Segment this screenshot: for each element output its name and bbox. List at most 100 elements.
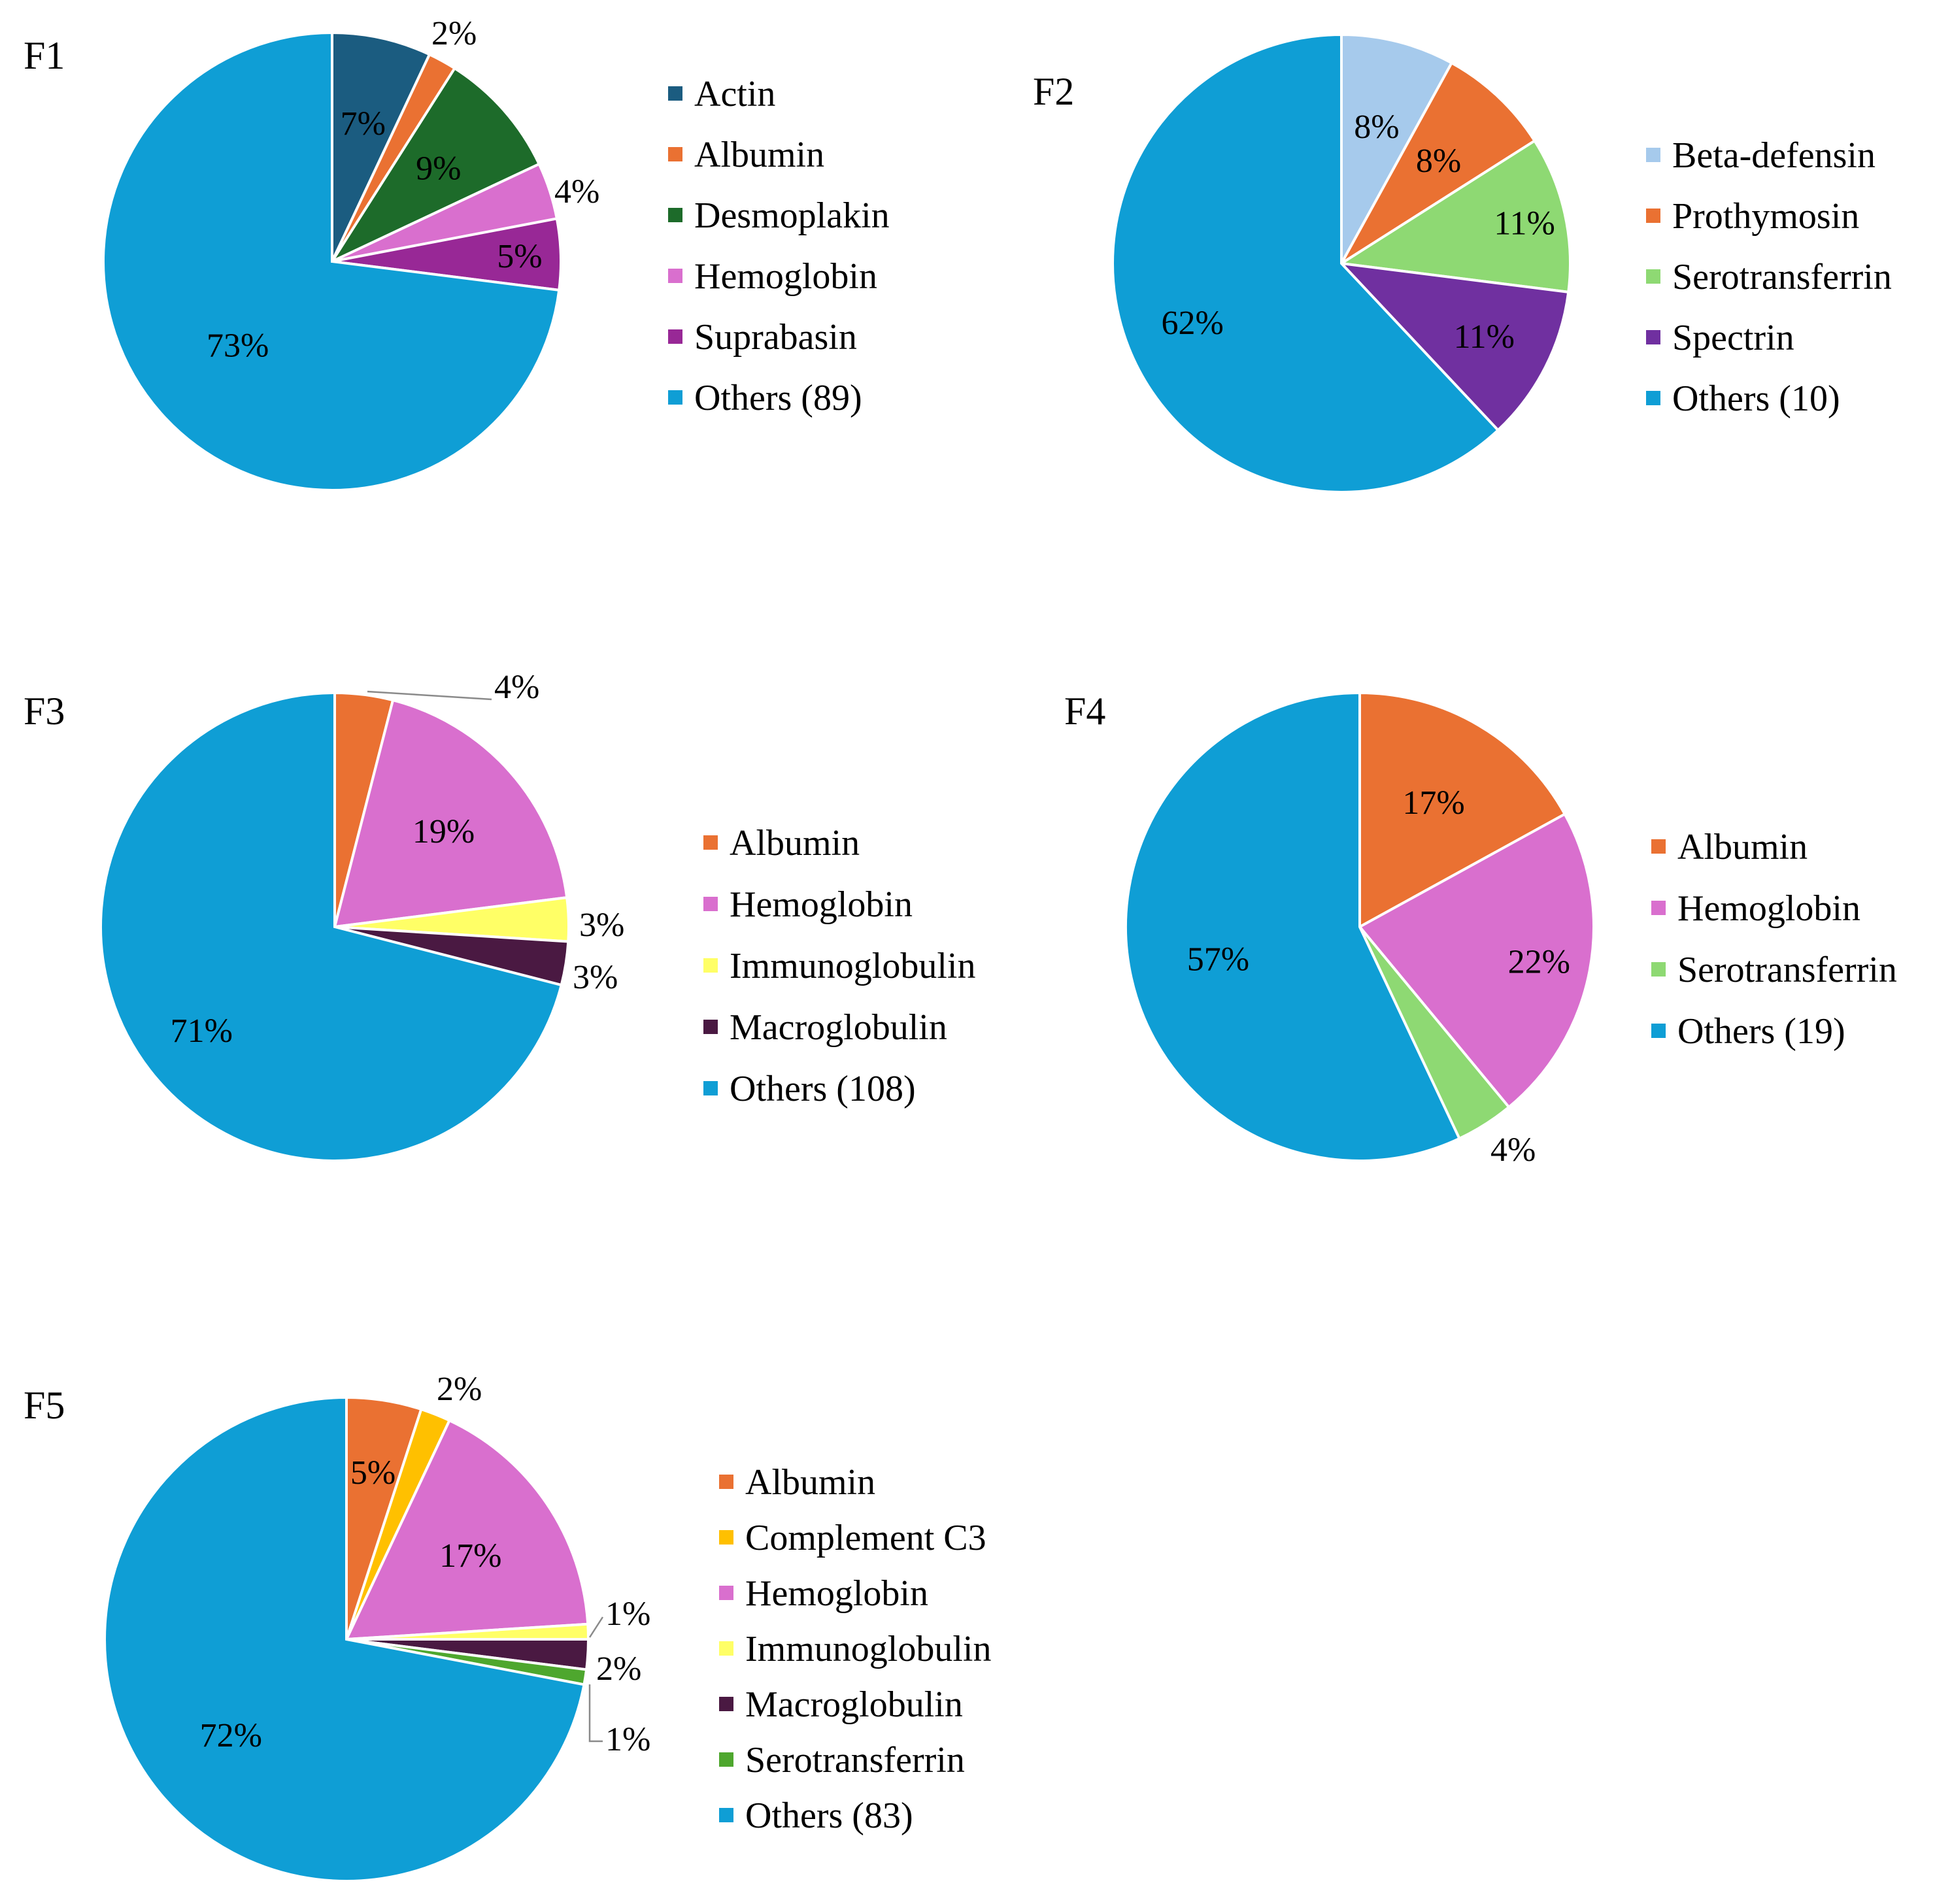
leader-line: [588, 1684, 603, 1743]
legend-swatch: [668, 86, 682, 101]
data-label: 17%: [1402, 784, 1464, 822]
legend-label: Spectrin: [1672, 318, 1794, 358]
pie-slice-beta-defensin: [1340, 33, 1454, 264]
legend-label: Beta-defensin: [1672, 135, 1876, 176]
pie-slice-serotransferrin: [1338, 139, 1572, 294]
legend-swatch: [1651, 962, 1666, 977]
legend-label: Albumin: [730, 823, 860, 863]
legend-label: Others (10): [1672, 378, 1840, 419]
panel-label: F4: [1064, 690, 1105, 733]
legend-swatch: [703, 1020, 718, 1034]
data-label: 4%: [494, 669, 539, 706]
data-label: 9%: [416, 150, 461, 187]
pie-panel-f5: F5 5% 2% 17% 1% 2% 1% 72% Albumin Complement C3 He…: [24, 1371, 991, 1882]
data-label: 57%: [1187, 941, 1249, 978]
data-label: 11%: [1494, 205, 1555, 242]
legend-label: Hemoglobin: [730, 884, 913, 925]
legend-swatch: [719, 1530, 733, 1545]
legend-swatch: [719, 1586, 733, 1600]
panel-label: F1: [24, 34, 65, 77]
pie-slice-others-108: [99, 691, 564, 1162]
data-label: 4%: [554, 173, 599, 210]
legend-label: Others (89): [694, 378, 862, 418]
leader-line: [588, 1616, 604, 1638]
legend-swatch: [703, 835, 718, 850]
data-label: 17%: [439, 1537, 501, 1575]
data-label: 1%: [605, 1721, 650, 1758]
pie-panel-f4: F4 17% 22% 4% 57% Albumin Hemoglobin Serotransf…: [1064, 690, 1897, 1169]
pie-slice-albumin: [1358, 691, 1567, 929]
data-label: 4%: [1490, 1131, 1536, 1169]
legend-label: Hemoglobin: [1677, 888, 1860, 929]
legend-label: Others (108): [730, 1069, 916, 1109]
legend-label: Serotransferrin: [745, 1740, 965, 1780]
legend-swatch: [1646, 391, 1660, 405]
legend-swatch: [719, 1808, 733, 1822]
legend-swatch: [719, 1475, 733, 1489]
legend-label: Suprabasin: [694, 317, 857, 358]
pie-panel-f3: F3 4% 19% 3% 3% 71% Albumin Hemoglobin Immunoglo…: [24, 669, 975, 1162]
data-label: 62%: [1162, 305, 1224, 342]
pie-slice-hemoglobin: [344, 1418, 590, 1641]
data-label: 2%: [431, 15, 477, 52]
legend-swatch: [668, 269, 682, 283]
pie-panel-f1: F1 7% 2% 9% 4% 5% 73% Actin Albumin Desmoplakin He…: [24, 15, 890, 492]
data-label: 73%: [207, 327, 269, 364]
legend-swatch: [1651, 1024, 1666, 1038]
pie-slice-prothymosin: [1340, 61, 1537, 265]
legend-label: Immunoglobulin: [745, 1629, 991, 1669]
legend-swatch: [668, 208, 682, 222]
legend-swatch: [668, 329, 682, 344]
panel-label: F3: [24, 690, 65, 733]
legend-label: Serotransferrin: [1677, 950, 1897, 990]
legend-swatch: [719, 1697, 733, 1711]
data-label: 2%: [437, 1371, 482, 1408]
legend-label: Hemoglobin: [694, 256, 877, 297]
legend-label: Others (19): [1677, 1011, 1845, 1052]
pie-slice-spectrin: [1338, 261, 1570, 432]
legend-swatch: [1651, 839, 1666, 854]
legend-label: Serotransferrin: [1672, 257, 1892, 297]
legend-label: Albumin: [1677, 827, 1808, 867]
legend-label: Hemoglobin: [745, 1573, 928, 1614]
data-label: 3%: [573, 959, 618, 996]
pie-slice-others-83: [103, 1395, 586, 1882]
legend-swatch: [1646, 148, 1660, 162]
legend-swatch: [703, 1081, 718, 1095]
data-label: 22%: [1508, 943, 1570, 980]
legend-label: Albumin: [694, 135, 824, 175]
pie-slice-others-10: [1111, 33, 1500, 493]
legend-swatch: [719, 1752, 733, 1767]
pie-slice-others-89: [102, 31, 561, 492]
legend-label: Immunoglobulin: [730, 946, 975, 986]
pie-slice-actin: [331, 31, 431, 262]
data-label: 19%: [412, 813, 475, 850]
data-label: 3%: [579, 907, 624, 944]
pie-slice-hemoglobin: [333, 698, 569, 929]
data-label: 71%: [171, 1012, 233, 1050]
data-label: 8%: [1354, 109, 1399, 146]
data-label: 2%: [596, 1650, 641, 1688]
panel-label: F2: [1033, 70, 1074, 113]
legend-swatch: [1646, 209, 1660, 223]
legend-label: Complement C3: [745, 1518, 986, 1558]
legend-label: Macroglobulin: [730, 1007, 947, 1048]
legend-swatch: [668, 390, 682, 405]
legend-label: Albumin: [745, 1462, 875, 1503]
data-label: 11%: [1454, 318, 1515, 356]
legend-swatch: [1646, 269, 1660, 284]
data-label: 72%: [200, 1717, 262, 1754]
data-label: 5%: [350, 1454, 395, 1492]
panel-label: F5: [24, 1384, 65, 1427]
leader-line: [367, 690, 492, 701]
data-label: 5%: [497, 238, 542, 275]
legend-label: Macroglobulin: [745, 1684, 963, 1725]
data-label: 1%: [605, 1595, 650, 1633]
legend-swatch: [703, 958, 718, 973]
legend-swatch: [719, 1641, 733, 1656]
pie-slice-desmoplakin: [328, 66, 541, 265]
legend-swatch: [668, 147, 682, 161]
legend-swatch: [1646, 330, 1660, 344]
pie-slice-others-19: [1124, 691, 1462, 1162]
